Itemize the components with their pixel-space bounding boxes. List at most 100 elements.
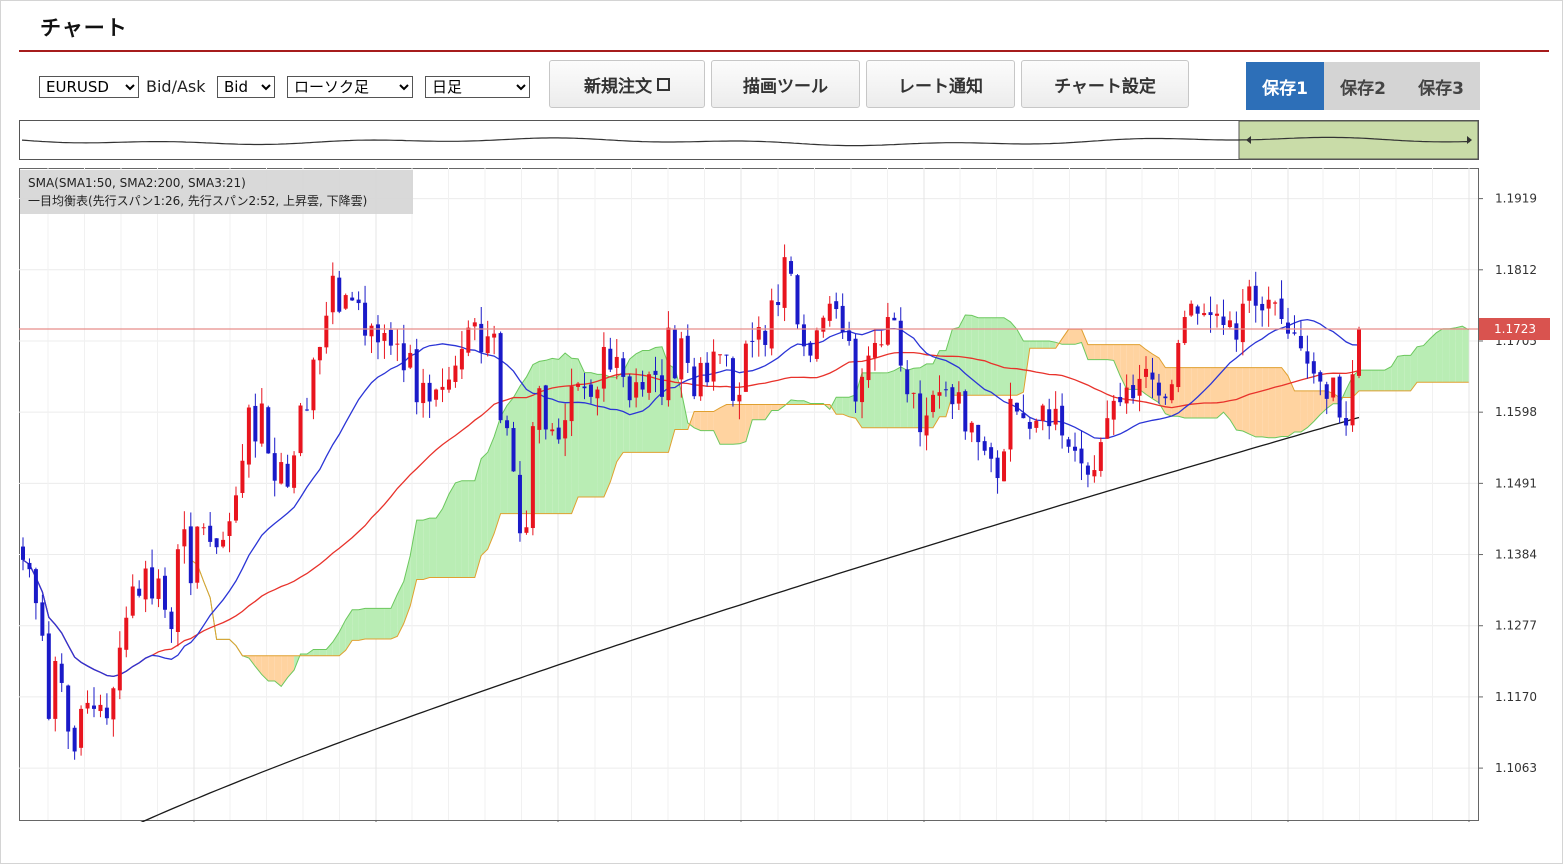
rate-alert-button[interactable]: レート通知 — [866, 60, 1015, 108]
cloud-segment — [655, 346, 662, 453]
cloud-segment — [1068, 329, 1075, 345]
y-tick-label: 1.1170 — [1495, 690, 1537, 704]
timeframe-select[interactable]: 日足 — [425, 76, 530, 98]
cloud-segment — [1404, 355, 1411, 391]
candle-body — [634, 382, 639, 398]
cloud-segment — [797, 400, 804, 405]
cloud-segment — [365, 608, 372, 639]
cloud-segment — [558, 353, 566, 514]
cloud-segment — [1410, 346, 1418, 391]
candle-body — [595, 389, 600, 399]
candle-body — [1060, 405, 1065, 436]
save-2-button[interactable]: 保存2 — [1324, 62, 1402, 110]
cloud-segment — [1313, 390, 1321, 422]
candle-body — [885, 317, 890, 345]
cloud-segment — [1100, 344, 1108, 360]
cloud-segment — [971, 315, 979, 396]
navigator-window[interactable] — [1238, 121, 1478, 159]
candle-body — [240, 460, 245, 493]
candle-body — [1002, 451, 1007, 482]
cloud-segment — [500, 405, 508, 514]
candle-body — [1118, 396, 1123, 403]
cloud-segment — [694, 411, 701, 431]
chart-type-select[interactable]: ローソク足 — [287, 76, 413, 98]
candle-body — [543, 385, 548, 430]
candle-body — [827, 303, 832, 321]
candle-body — [266, 407, 271, 454]
candle-body — [588, 384, 593, 397]
candle-body — [982, 441, 987, 451]
cloud-segment — [874, 372, 882, 428]
cloud-segment — [539, 360, 546, 514]
candle-body — [1311, 361, 1316, 374]
main-chart[interactable]: 1.1919 1.1812 1.1705 1.1598 1.1491 1.1384 1.12… — [19, 168, 1551, 822]
candle-body — [866, 355, 871, 381]
plot-border — [19, 168, 1479, 821]
candle-body — [253, 405, 258, 442]
cloud-segment — [1371, 370, 1379, 391]
candle-body — [937, 392, 942, 396]
cloud-segment — [752, 404, 759, 420]
candle-body — [272, 453, 277, 481]
candle-body — [233, 495, 238, 521]
candle-body — [304, 409, 309, 411]
cloud-segment — [371, 608, 378, 639]
save-3-button[interactable]: 保存3 — [1402, 62, 1480, 110]
candle-body — [1027, 421, 1032, 429]
candle-body — [1124, 387, 1129, 404]
new-order-button[interactable]: 新規注文 — [549, 60, 705, 108]
cloud-segment — [1300, 390, 1308, 432]
candle-body — [608, 348, 613, 370]
cloud-segment — [287, 655, 295, 678]
candle-body — [66, 685, 71, 732]
chart-settings-button[interactable]: チャート設定 — [1021, 60, 1189, 108]
bidask-select[interactable]: Bid — [217, 76, 275, 98]
candle-body — [730, 358, 735, 401]
cloud-segment — [1384, 366, 1392, 391]
candle-body — [898, 320, 903, 366]
cloud-segment — [720, 404, 727, 445]
candle-body — [847, 330, 852, 341]
candle-body — [27, 562, 32, 570]
candle-body — [124, 617, 129, 650]
cloud-segment — [487, 436, 495, 550]
drawing-tools-button[interactable]: 描画ツール — [711, 60, 860, 108]
symbol-select[interactable]: EURUSD — [39, 76, 139, 98]
cloud-segment — [978, 317, 985, 396]
candle-body — [653, 370, 658, 375]
cloud-segment — [319, 649, 327, 656]
cloud-segment — [1294, 390, 1301, 432]
cloud-segment — [1081, 329, 1088, 360]
candle-body — [201, 527, 206, 529]
cloud-segment — [474, 458, 482, 578]
candle-body — [756, 327, 761, 340]
legend-ichimoku: 一目均衡表(先行スパン1:26, 先行スパン2:52, 上昇雲, 下降雲) — [28, 194, 368, 208]
candle-body — [647, 374, 652, 393]
cloud-segment — [1133, 344, 1140, 390]
candle-body — [485, 336, 490, 354]
candle-body — [872, 342, 877, 358]
cloud-segment — [939, 350, 946, 417]
chart-svg: 1.19191.18121.17051.15981.14911.13841.12… — [19, 168, 1550, 822]
y-tick-label: 1.1277 — [1495, 619, 1537, 633]
candle-body — [1227, 320, 1232, 328]
candle-body — [117, 647, 122, 691]
save-1-button[interactable]: 保存1 — [1246, 62, 1324, 110]
candle-body — [1221, 316, 1226, 326]
candle-body — [931, 394, 936, 413]
cloud-segment — [326, 642, 333, 656]
candle-body — [382, 332, 387, 341]
cloud-segment — [1204, 367, 1211, 418]
cloud-segment — [707, 411, 714, 431]
cloud-segment — [423, 518, 430, 580]
cloud-segment — [1378, 370, 1385, 391]
candle-body — [356, 299, 361, 304]
candle-body — [1182, 317, 1187, 344]
cloud-segment — [397, 581, 404, 637]
candle-body — [1260, 303, 1265, 311]
candle-body — [59, 663, 64, 683]
candle-body — [1066, 439, 1071, 447]
candle-body — [1034, 420, 1039, 428]
navigator[interactable] — [19, 120, 1479, 160]
cloud-segment — [378, 608, 385, 639]
